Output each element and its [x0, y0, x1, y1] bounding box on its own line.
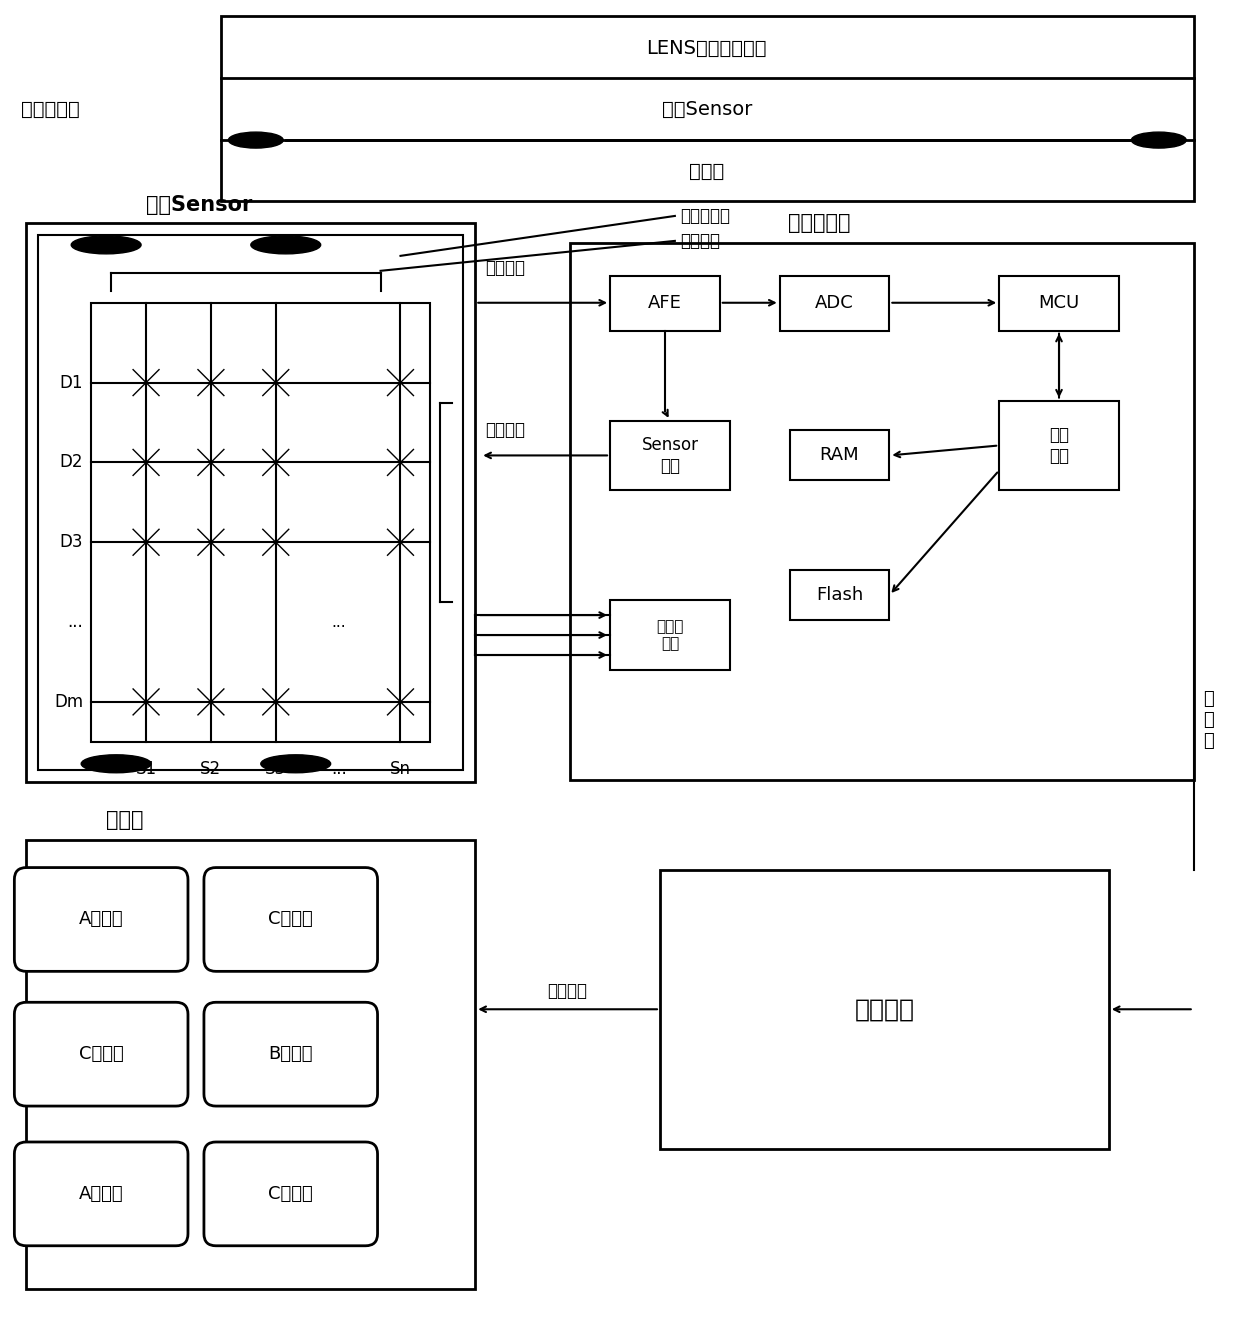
Text: LENS（保护玻璃）: LENS（保护玻璃） — [646, 38, 768, 58]
Text: ...: ... — [331, 615, 346, 630]
Bar — [570, 243, 1194, 779]
Ellipse shape — [260, 755, 331, 773]
Text: Dm: Dm — [55, 693, 83, 710]
Text: S2: S2 — [201, 759, 222, 778]
Text: S1: S1 — [135, 759, 156, 778]
FancyBboxPatch shape — [203, 1142, 377, 1246]
Text: 接口
管理: 接口 管理 — [1049, 426, 1069, 464]
Text: RAM: RAM — [820, 446, 859, 464]
FancyBboxPatch shape — [203, 868, 377, 971]
Text: Sensor
驱动: Sensor 驱动 — [641, 437, 698, 475]
FancyBboxPatch shape — [15, 868, 188, 971]
Text: D1: D1 — [60, 373, 83, 392]
Ellipse shape — [71, 235, 141, 254]
Text: MCU: MCU — [1038, 294, 1080, 312]
Bar — [790, 430, 889, 480]
Text: 触控Sensor: 触控Sensor — [146, 194, 253, 214]
Bar — [38, 235, 464, 770]
Bar — [790, 570, 889, 620]
Ellipse shape — [228, 132, 283, 148]
Ellipse shape — [81, 755, 151, 773]
Bar — [999, 401, 1118, 491]
Text: A级按鈕: A级按鈕 — [79, 1185, 124, 1203]
Bar — [610, 421, 730, 491]
Bar — [26, 222, 475, 782]
Bar — [610, 601, 730, 669]
Text: 主处理器: 主处理器 — [854, 998, 914, 1021]
Bar — [26, 840, 475, 1289]
Text: Flash: Flash — [816, 586, 863, 605]
FancyBboxPatch shape — [203, 1003, 377, 1106]
Text: 显控截面图: 显控截面图 — [21, 99, 81, 119]
Bar — [999, 275, 1118, 331]
Text: 显示器: 显示器 — [689, 161, 724, 180]
Ellipse shape — [1131, 132, 1187, 148]
Text: B级按鈕: B级按鈕 — [269, 1045, 312, 1064]
Text: D3: D3 — [60, 533, 83, 552]
Text: AFE: AFE — [649, 294, 682, 312]
Bar — [660, 869, 1109, 1148]
Text: 显示器: 显示器 — [107, 810, 144, 830]
Text: Sn: Sn — [391, 759, 410, 778]
Text: 耦合电容: 耦合电容 — [680, 232, 720, 250]
Text: ...: ... — [331, 759, 346, 778]
Text: 应变感应器: 应变感应器 — [680, 206, 730, 225]
Text: 显示驱动: 显示驱动 — [547, 982, 587, 1000]
Bar — [780, 275, 889, 331]
Bar — [610, 275, 719, 331]
Text: 应变展
接口: 应变展 接口 — [656, 619, 683, 651]
Ellipse shape — [250, 235, 321, 254]
Text: C级按鈕: C级按鈕 — [79, 1045, 124, 1064]
Text: 驱动电极: 驱动电极 — [485, 422, 526, 439]
Text: 数
据
线: 数 据 线 — [1203, 691, 1214, 750]
FancyBboxPatch shape — [15, 1003, 188, 1106]
Text: C级按鈕: C级按鈕 — [268, 1185, 314, 1203]
Text: A级按鈕: A级按鈕 — [79, 910, 124, 929]
Bar — [92, 303, 430, 742]
Text: 触控控制器: 触控控制器 — [789, 213, 851, 233]
Text: S3: S3 — [265, 759, 286, 778]
Text: 传感电极: 传感电极 — [485, 259, 526, 277]
Text: ADC: ADC — [815, 294, 854, 312]
FancyBboxPatch shape — [15, 1142, 188, 1246]
Text: C级按鈕: C级按鈕 — [268, 910, 314, 929]
Bar — [221, 16, 1194, 201]
Text: ...: ... — [67, 613, 83, 631]
Text: 触控Sensor: 触控Sensor — [662, 99, 751, 119]
Text: D2: D2 — [60, 454, 83, 471]
